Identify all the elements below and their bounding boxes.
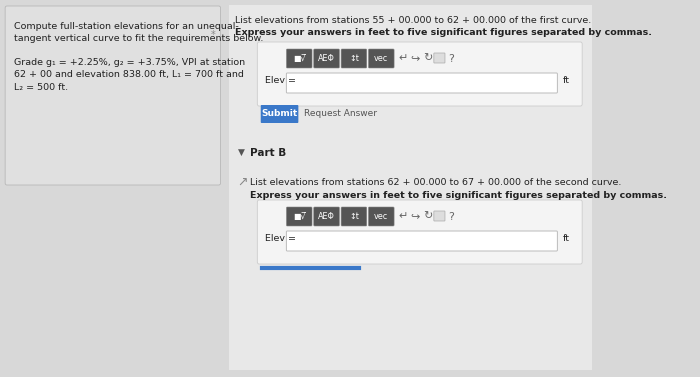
FancyBboxPatch shape	[286, 73, 557, 93]
Text: Submit: Submit	[261, 109, 298, 118]
Text: List elevations from stations 55 + 00.000 to 62 + 00.000 of the first curve.: List elevations from stations 55 + 00.00…	[235, 16, 592, 25]
Text: AEΦ: AEΦ	[318, 54, 335, 63]
Text: Elev =: Elev =	[265, 76, 296, 85]
Text: ↪: ↪	[411, 211, 420, 222]
Text: Grade g₁ = +2.25%, g₂ = +3.75%, VPI at station
62 + 00 and elevation 838.00 ft, : Grade g₁ = +2.25%, g₂ = +3.75%, VPI at s…	[14, 58, 245, 92]
Text: List elevations from stations 62 + 00.000 to 67 + 00.000 of the second curve.: List elevations from stations 62 + 00.00…	[251, 178, 622, 187]
FancyBboxPatch shape	[314, 207, 340, 226]
FancyBboxPatch shape	[368, 207, 394, 226]
Text: AEΦ: AEΦ	[318, 212, 335, 221]
Text: Express your answers in feet to five significant figures separated by commas.: Express your answers in feet to five sig…	[251, 191, 668, 200]
FancyBboxPatch shape	[434, 211, 445, 221]
FancyBboxPatch shape	[229, 5, 592, 370]
Text: Part B: Part B	[250, 148, 286, 158]
FancyBboxPatch shape	[258, 200, 582, 264]
FancyBboxPatch shape	[314, 49, 340, 68]
Text: ■√̅: ■√̅	[293, 212, 305, 221]
Text: ft: ft	[563, 76, 570, 85]
FancyBboxPatch shape	[260, 105, 298, 123]
FancyBboxPatch shape	[341, 207, 367, 226]
Text: *: *	[211, 30, 216, 40]
FancyBboxPatch shape	[5, 6, 220, 185]
Text: ▼: ▼	[238, 148, 244, 157]
Text: ↻: ↻	[423, 54, 432, 63]
Text: ↻: ↻	[423, 211, 432, 222]
Text: ↵: ↵	[399, 54, 408, 63]
FancyBboxPatch shape	[434, 53, 445, 63]
Text: Express your answers in feet to five significant figures separated by commas.: Express your answers in feet to five sig…	[235, 28, 652, 37]
Text: Compute full-station elevations for an unequal-
tangent vertical curve to fit th: Compute full-station elevations for an u…	[14, 22, 263, 43]
FancyBboxPatch shape	[341, 49, 367, 68]
Text: ?: ?	[449, 54, 454, 63]
FancyBboxPatch shape	[258, 42, 582, 106]
Text: vec: vec	[374, 54, 388, 63]
Text: ↪: ↪	[411, 54, 420, 63]
Text: ↕t: ↕t	[349, 212, 359, 221]
FancyBboxPatch shape	[368, 49, 394, 68]
Text: ↵: ↵	[399, 211, 408, 222]
Text: Request Answer: Request Answer	[304, 109, 377, 118]
Text: ■√̅: ■√̅	[293, 54, 305, 63]
FancyBboxPatch shape	[286, 231, 557, 251]
Text: Elev =: Elev =	[265, 234, 296, 243]
Text: ft: ft	[563, 234, 570, 243]
Text: ?: ?	[449, 211, 454, 222]
FancyBboxPatch shape	[286, 49, 312, 68]
Text: ↗: ↗	[238, 176, 248, 189]
Text: ↕t: ↕t	[349, 54, 359, 63]
FancyBboxPatch shape	[286, 207, 312, 226]
Text: vec: vec	[374, 212, 388, 221]
